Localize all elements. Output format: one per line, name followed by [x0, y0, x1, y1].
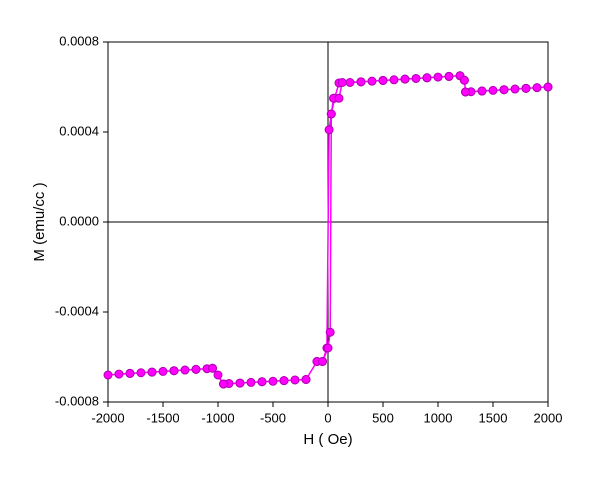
data-point	[488, 85, 498, 95]
y-tick-label: -0.0004	[55, 303, 99, 318]
data-point	[257, 377, 267, 387]
data-point	[301, 375, 311, 384]
y-tick-label: 0.0008	[59, 33, 99, 48]
data-point	[147, 367, 157, 377]
data-point	[246, 377, 256, 387]
data-point	[378, 75, 388, 85]
data-point	[268, 376, 278, 386]
data-point	[356, 77, 366, 87]
data-point	[323, 343, 333, 353]
x-tick-label: 2000	[534, 410, 563, 425]
y-tick-label: -0.0008	[55, 393, 99, 408]
data-point	[345, 78, 355, 87]
data-point	[318, 357, 327, 366]
data-point	[334, 93, 344, 103]
x-axis-title: H ( Oe)	[303, 431, 352, 448]
data-point	[213, 370, 223, 380]
data-point	[219, 379, 228, 389]
x-tick-label: 500	[372, 410, 394, 425]
data-point	[191, 364, 201, 374]
data-point	[477, 86, 487, 96]
data-point	[543, 82, 553, 92]
data-point	[521, 83, 531, 93]
y-tick-label: 0.0004	[59, 123, 99, 138]
data-point	[290, 375, 300, 385]
x-tick-label: -1000	[201, 410, 234, 425]
data-point	[422, 73, 432, 83]
data-point	[325, 327, 335, 337]
data-point	[400, 74, 410, 84]
data-point	[158, 366, 168, 376]
data-point	[459, 75, 469, 85]
x-tick-label: 0	[324, 410, 331, 425]
data-point	[125, 368, 135, 378]
x-tick-label: -1500	[146, 410, 179, 425]
data-point	[180, 365, 190, 375]
x-tick-label: -500	[260, 410, 286, 425]
x-tick-label: 1000	[424, 410, 453, 425]
x-tick-label: 1500	[479, 410, 508, 425]
y-tick-label: 0.0000	[59, 213, 99, 228]
data-point	[136, 368, 146, 378]
data-point	[389, 75, 399, 85]
data-point	[208, 363, 217, 373]
data-point	[367, 76, 377, 86]
data-point	[114, 369, 124, 379]
data-point	[326, 109, 336, 119]
data-point	[433, 72, 443, 82]
data-point	[411, 73, 421, 83]
data-point	[532, 83, 542, 93]
data-point	[169, 366, 179, 376]
x-tick-label: -2000	[91, 410, 124, 425]
data-point	[444, 71, 454, 81]
data-point	[324, 125, 334, 135]
y-axis-title: M (emu/cc )	[31, 182, 48, 261]
data-point	[510, 84, 520, 94]
data-point	[103, 370, 113, 380]
data-point	[279, 376, 289, 386]
data-point	[461, 87, 470, 97]
data-point	[337, 78, 347, 87]
data-point	[235, 378, 245, 388]
data-point	[499, 85, 509, 95]
